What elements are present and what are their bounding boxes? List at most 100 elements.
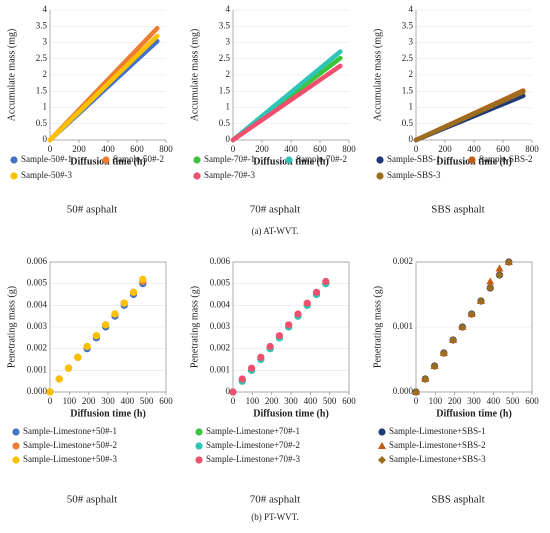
point: [275, 332, 283, 340]
legend-label: Sample-70#-3: [204, 170, 255, 180]
point: [229, 388, 237, 396]
y-tick-label: 0.006: [210, 256, 231, 266]
point: [120, 299, 128, 307]
legend-label: Sample-Limestone+70#-3: [206, 454, 301, 464]
point: [238, 375, 246, 383]
legend-swatch: [378, 428, 386, 436]
x-tick-label: 200: [448, 396, 462, 406]
legend-swatch: [12, 456, 20, 464]
legend-swatch: [193, 156, 201, 164]
x-tick-label: 0: [48, 396, 53, 406]
chart-caption: SBS asphalt: [431, 494, 484, 506]
legend-swatch: [285, 156, 293, 164]
point: [430, 362, 439, 370]
chart-caption: 70# asphalt: [250, 204, 300, 216]
legend-swatch: [195, 442, 203, 450]
y-tick-label: 0.000: [393, 386, 414, 396]
y-tick-label: 3: [226, 37, 231, 47]
x-axis-title: Diffusion time (h): [253, 408, 329, 419]
x-tick-label: 200: [265, 396, 279, 406]
y-tick-label: 0.5: [402, 118, 414, 128]
x-tick-label: 0: [414, 396, 419, 406]
legend-label: Sample-50#-1: [21, 154, 72, 164]
legend-swatch: [468, 156, 476, 164]
figure-caption: (b) PT-WVT.: [251, 512, 299, 522]
x-tick-label: 800: [159, 144, 173, 154]
point: [486, 284, 495, 292]
series-line: [47, 33, 160, 143]
y-axis-title: Accumulate mass (mg): [372, 29, 383, 122]
x-tick-label: 400: [284, 144, 298, 154]
y-axis-title: Penetrating mass (g): [372, 286, 383, 368]
y-axis-title: Accumulate mass (mg): [189, 29, 200, 122]
point: [294, 310, 302, 318]
y-tick-label: 2: [43, 69, 48, 79]
legend-label: Sample-70#-2: [296, 154, 347, 164]
y-tick-label: 0.003: [210, 321, 231, 331]
legend-swatch: [378, 456, 386, 464]
x-tick-label: 400: [487, 396, 501, 406]
x-tick-label: 0: [231, 396, 236, 406]
y-tick-label: 0.005: [210, 278, 231, 288]
point: [139, 275, 147, 283]
point: [257, 353, 265, 361]
y-tick-label: 0.001: [27, 364, 47, 374]
point: [64, 364, 73, 372]
x-axis-title: Diffusion time (h): [70, 408, 146, 419]
legend-swatch: [12, 428, 20, 436]
legend-swatch: [10, 156, 18, 164]
plot-frame: [49, 261, 167, 393]
point: [55, 375, 63, 383]
point: [129, 288, 138, 296]
point: [92, 332, 100, 340]
x-tick-label: 800: [525, 144, 539, 154]
y-tick-label: 4: [409, 4, 414, 14]
legend-swatch: [376, 156, 384, 164]
legend-label: Sample-50#-3: [21, 170, 72, 180]
x-tick-label: 500: [323, 396, 337, 406]
y-tick-label: 1: [43, 102, 48, 112]
x-tick-label: 400: [467, 144, 481, 154]
legend-label: Sample-70#-1: [204, 154, 255, 164]
y-tick-label: 1: [409, 102, 414, 112]
point: [449, 336, 458, 344]
x-tick-label: 0: [414, 144, 419, 154]
legend-label: Sample-Limestone+SBS-1: [389, 426, 486, 436]
x-tick-label: 100: [63, 396, 77, 406]
legend-swatch: [10, 172, 18, 180]
point: [486, 277, 495, 285]
plot-frame: [232, 261, 350, 393]
x-tick-label: 200: [255, 144, 269, 154]
y-tick-label: 1.5: [219, 85, 231, 95]
y-tick-label: 0.004: [27, 299, 48, 309]
x-tick-label: 600: [159, 396, 173, 406]
y-tick-label: 1: [226, 102, 231, 112]
x-tick-label: 600: [342, 396, 356, 406]
legend-swatch: [102, 156, 110, 164]
series-line: [413, 89, 526, 143]
y-tick-label: 3.5: [36, 20, 48, 30]
x-tick-label: 0: [231, 144, 236, 154]
series-line: [230, 63, 343, 143]
x-tick-label: 600: [496, 144, 510, 154]
point: [421, 375, 430, 383]
x-tick-label: 0: [48, 144, 53, 154]
x-tick-label: 300: [101, 396, 115, 406]
legend-label: Sample-SBS-1: [387, 154, 441, 164]
x-tick-label: 600: [525, 396, 539, 406]
y-tick-label: 0.5: [36, 118, 48, 128]
x-tick-label: 600: [130, 144, 144, 154]
plot-frame: [415, 261, 533, 393]
y-tick-label: 2.5: [402, 53, 414, 63]
y-tick-label: 3: [409, 37, 414, 47]
point: [83, 342, 91, 351]
legend-swatch: [195, 428, 203, 436]
legend-label: Sample-Limestone+50#-3: [23, 454, 118, 464]
x-tick-label: 400: [121, 396, 135, 406]
point: [74, 353, 82, 361]
point: [46, 388, 54, 396]
point: [285, 321, 293, 329]
x-tick-label: 400: [304, 396, 318, 406]
y-tick-label: 2: [226, 69, 231, 79]
